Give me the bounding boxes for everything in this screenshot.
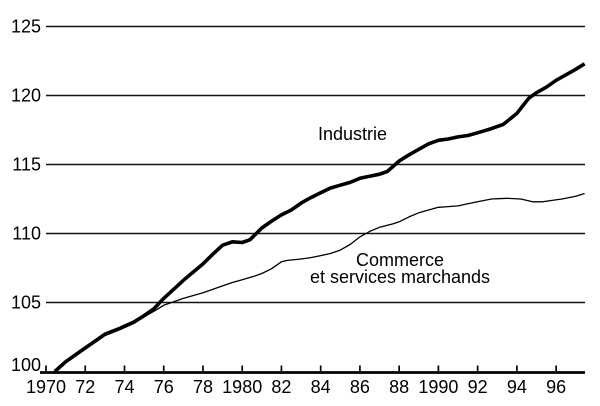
y-tick-label-115: 115 [12, 155, 41, 175]
x-tick-label-1984: 84 [311, 377, 331, 397]
x-tick-label-1980: 1980 [222, 377, 262, 397]
x-tick-label-1982: 82 [271, 377, 291, 397]
y-tick-label-125: 125 [11, 17, 41, 37]
series-line-commerce-et-services-marchands [54, 192, 585, 372]
x-tick-label-1978: 78 [193, 377, 213, 397]
x-tick-label-1990: 1990 [418, 377, 458, 397]
series-label-commerce: Commerce et services marchands [309, 250, 491, 287]
x-tick-label-1988: 88 [389, 377, 409, 397]
y-tick-label-120: 120 [11, 86, 41, 106]
series-label-industrie: Industrie [318, 124, 388, 144]
y-tick-label-105: 105 [11, 293, 41, 313]
y-tick-label-110: 110 [12, 224, 41, 244]
y-tick-label-100: 100 [11, 355, 41, 375]
series-label-commerce-line1: Commerce [355, 250, 444, 270]
series-label-commerce-line2: et services marchands [309, 267, 491, 287]
x-tick-label-1976: 76 [154, 377, 174, 397]
x-tick-label-1970: 1970 [26, 377, 66, 397]
x-tick-label-1994: 94 [507, 377, 527, 397]
x-tick-label-1986: 86 [350, 377, 370, 397]
x-tick-label-1996: 96 [546, 377, 566, 397]
series-line-industrie [53, 62, 586, 373]
x-tick-label-1972: 72 [75, 377, 95, 397]
x-tick-label-1974: 74 [114, 377, 134, 397]
x-tick-label-1992: 92 [468, 377, 488, 397]
